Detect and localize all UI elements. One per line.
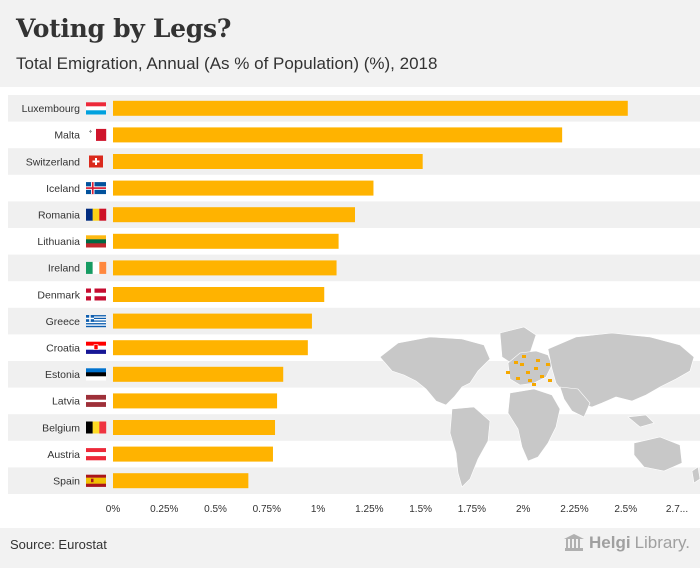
- bar-iceland[interactable]: [113, 180, 374, 196]
- x-tick-label: 1.75%: [458, 504, 486, 515]
- x-tick-label: 1.5%: [409, 504, 432, 515]
- category-label: Malta: [54, 130, 80, 142]
- bar-chart: 0% 0.25% 0.5% 0.75% 1% 1.25% 1.5% 1.75% 2% 2.25% 2…: [8, 95, 700, 515]
- austria-flag-icon: [86, 448, 106, 461]
- bar-lithuania[interactable]: [113, 233, 339, 249]
- brand-name-bold: Helgi: [589, 533, 631, 552]
- estonia-flag-icon: [86, 368, 106, 381]
- bar-latvia[interactable]: [113, 393, 278, 409]
- chart-subtitle: Total Emigration, Annual (As % of Popula…: [16, 54, 438, 73]
- bar-malta[interactable]: [113, 127, 563, 143]
- bar-switzerland[interactable]: [113, 154, 423, 169]
- croatia-flag-icon: [86, 341, 106, 354]
- x-tick-label: 0.25%: [150, 504, 178, 515]
- helgi-library-logo[interactable]: Helgi Library.: [563, 533, 690, 553]
- category-label: Luxembourg: [22, 103, 81, 115]
- row-stripe: [8, 467, 700, 494]
- brand-name-light: Library.: [634, 533, 690, 552]
- x-tick-label: 2.25%: [560, 504, 588, 515]
- x-tick-label: 2.5%: [614, 504, 637, 515]
- row-stripe: [8, 307, 700, 335]
- category-label: Iceland: [46, 183, 80, 195]
- library-building-icon: [564, 534, 584, 551]
- category-label: Croatia: [46, 343, 80, 355]
- spain-flag-icon: [86, 474, 106, 487]
- category-label: Switzerland: [26, 156, 80, 168]
- latvia-flag-icon: [86, 394, 106, 407]
- row-stripe: [8, 254, 700, 282]
- greece-flag-icon: [86, 315, 106, 328]
- category-label: Romania: [38, 210, 80, 222]
- source-note: Source: Eurostat: [10, 537, 107, 552]
- romania-flag-icon: [86, 208, 107, 221]
- bar-spain[interactable]: [113, 473, 249, 489]
- iceland-flag-icon: [86, 182, 106, 195]
- category-label: Belgium: [42, 422, 80, 434]
- x-tick-label: 0.75%: [253, 504, 281, 515]
- x-tick-label: 2.7...: [666, 504, 688, 515]
- category-label: Denmark: [37, 289, 80, 301]
- x-tick-label: 1.25%: [355, 504, 383, 515]
- bar-austria[interactable]: [113, 446, 273, 462]
- bar-greece[interactable]: [113, 313, 312, 329]
- bar-belgium[interactable]: [113, 420, 276, 435]
- x-tick-label: 2%: [516, 504, 531, 515]
- bar-romania[interactable]: [113, 207, 356, 223]
- footer-bar: [0, 528, 700, 568]
- lithuania-flag-icon: [86, 235, 106, 248]
- denmark-flag-icon: [86, 288, 106, 301]
- category-label: Austria: [47, 449, 80, 461]
- bar-croatia[interactable]: [113, 340, 308, 356]
- x-tick-label: 0%: [106, 504, 121, 515]
- x-tick-label: 0.5%: [204, 504, 227, 515]
- ireland-flag-icon: [86, 261, 107, 274]
- page-title: Voting by Legs?: [16, 14, 232, 43]
- header-bar: Voting by Legs? Total Emigration, Annual…: [0, 0, 700, 87]
- row-stripe: [8, 414, 700, 441]
- category-label: Estonia: [45, 369, 80, 381]
- belgium-flag-icon: [86, 421, 107, 434]
- bar-ireland[interactable]: [113, 260, 337, 276]
- category-label: Greece: [46, 316, 81, 328]
- category-label: Ireland: [48, 263, 80, 275]
- x-tick-label: 1%: [311, 504, 326, 515]
- bar-denmark[interactable]: [113, 287, 325, 302]
- bar-luxembourg[interactable]: [113, 100, 628, 116]
- switzerland-flag-icon: [89, 155, 103, 168]
- malta-flag-icon: [86, 128, 107, 141]
- category-label: Lithuania: [37, 236, 80, 248]
- luxembourg-flag-icon: [86, 102, 106, 115]
- world-map-background: [379, 326, 700, 488]
- bar-estonia[interactable]: [113, 366, 284, 382]
- category-label: Latvia: [52, 396, 80, 408]
- category-label: Spain: [53, 476, 80, 488]
